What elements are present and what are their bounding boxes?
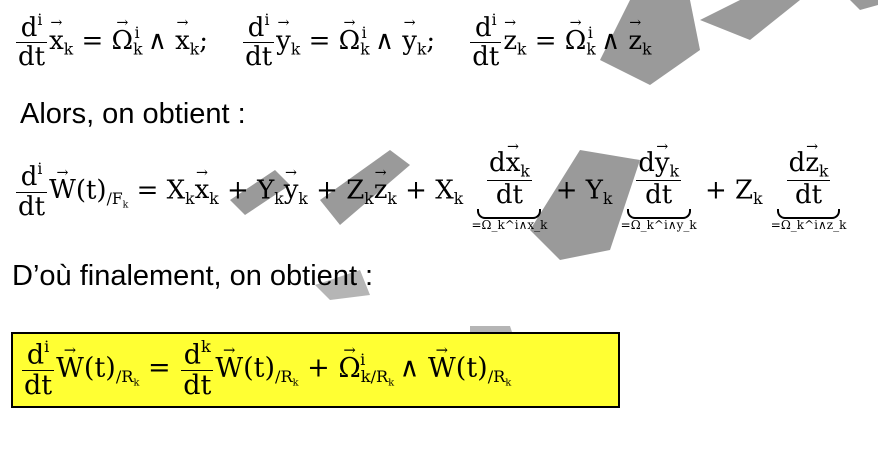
text-alors: Alors, on obtient :: [20, 98, 246, 130]
equation-line-derivative-w: di dt W(t)/Fk = Xkxk + Ykyk + Zkzk + Xk …: [14, 149, 847, 233]
watermark-stroke: [530, 150, 640, 260]
underbrace-y: dyk dt =Ω_k^i∧y_k: [621, 149, 697, 233]
fraction-d-dt: di dt: [16, 160, 48, 222]
watermark-stroke: [600, 0, 700, 85]
watermark-stroke: [470, 326, 512, 332]
text-dou-finalement: D’où finalement, on obtient :: [12, 260, 374, 292]
watermark-stroke: [315, 270, 370, 300]
underbrace-z: dzk dt =Ω_k^i∧z_k: [771, 149, 847, 233]
fraction-d-dt: di dt: [16, 11, 48, 73]
highlighted-result-box: [11, 332, 620, 408]
equation-line-derivatives: di dt xk = Ωki ∧ xk; di dt yk = Ωki ∧ yk…: [14, 12, 652, 72]
fraction-d-dt: di dt: [470, 11, 502, 73]
watermark-stroke: [850, 0, 878, 10]
equation-final-result: di dt W(t)/Rk = dk dt W(t)/Rk + Ωk/Rki ∧…: [20, 338, 511, 400]
fraction-di-dt: di dt: [22, 337, 55, 401]
fraction-dk-dt: dk dt: [181, 337, 214, 401]
fraction-d-dt: di dt: [243, 11, 275, 73]
watermark-stroke: [320, 150, 410, 225]
watermark-stroke: [230, 170, 290, 215]
underbrace-x: dxk dt =Ω_k^i∧x_k: [471, 149, 547, 233]
watermark-stroke: [700, 0, 800, 40]
